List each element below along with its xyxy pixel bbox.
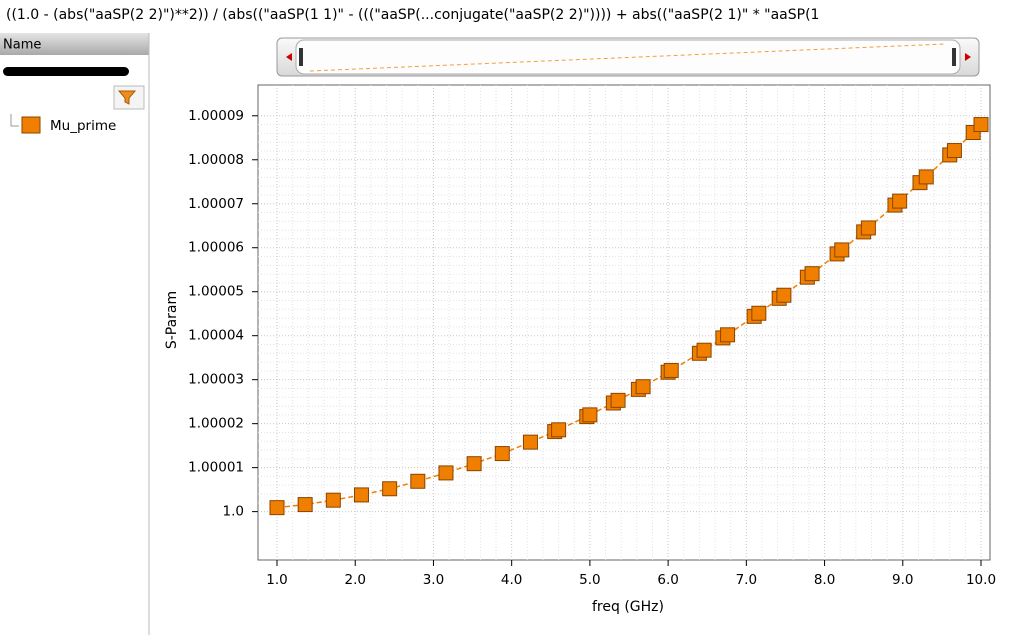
column-header[interactable]	[0, 33, 149, 55]
y-tick-label: 1.00009	[188, 108, 244, 124]
x-tick-label: 7.0	[736, 572, 757, 588]
y-tick-label: 1.00002	[188, 416, 244, 432]
data-marker	[973, 117, 989, 133]
y-tick-label: 1.0	[223, 504, 244, 520]
data-marker	[860, 220, 876, 236]
x-tick-label: 6.0	[657, 572, 678, 588]
legend-label: Mu_prime	[50, 118, 116, 134]
x-tick-label: 1.0	[266, 572, 287, 588]
data-marker	[382, 481, 398, 497]
data-marker	[804, 266, 820, 282]
data-marker	[551, 422, 567, 438]
data-marker	[918, 169, 934, 185]
column-header-label: Name	[3, 38, 41, 53]
y-tick-label: 1.00008	[188, 152, 244, 168]
data-marker	[635, 379, 651, 395]
x-tick-label: 8.0	[814, 572, 835, 588]
plot-area	[257, 84, 991, 561]
filter-button[interactable]	[113, 85, 145, 110]
data-marker	[720, 327, 736, 343]
y-tick-label: 1.00001	[188, 460, 244, 476]
x-tick-label: 3.0	[423, 572, 444, 588]
data-marker	[696, 342, 712, 358]
x-tick-label: 4.0	[501, 572, 522, 588]
data-marker	[610, 392, 626, 408]
overview-scrollbar[interactable]	[276, 37, 980, 77]
data-marker	[325, 492, 341, 508]
x-tick-label: 9.0	[892, 572, 913, 588]
data-marker	[522, 434, 538, 450]
data-marker	[297, 497, 313, 513]
expression-title: ((1.0 - (abs("aaSP(2 2)")**2)) / (abs(("…	[6, 7, 819, 23]
tree-connector	[10, 114, 19, 127]
y-axis-label: S-Param	[164, 291, 180, 349]
legend-swatch	[21, 116, 41, 134]
x-tick-label: 2.0	[344, 572, 365, 588]
x-axis-label: freq (GHz)	[592, 599, 664, 615]
redacted-bar	[3, 67, 129, 76]
y-tick-label: 1.00005	[188, 284, 244, 300]
data-marker	[582, 407, 598, 423]
y-tick-label: 1.00007	[188, 196, 244, 212]
data-marker	[663, 362, 679, 378]
y-tick-label: 1.00004	[188, 328, 244, 344]
y-tick-label: 1.00003	[188, 372, 244, 388]
data-marker	[269, 500, 285, 516]
data-marker	[834, 242, 850, 258]
data-marker	[946, 143, 962, 159]
data-marker	[466, 456, 482, 472]
data-marker	[353, 487, 369, 503]
data-marker	[892, 193, 908, 209]
y-tick-label: 1.00006	[188, 240, 244, 256]
x-tick-label: 5.0	[579, 572, 600, 588]
data-marker	[776, 287, 792, 303]
data-marker	[438, 465, 454, 481]
data-marker	[410, 473, 426, 489]
x-tick-label: 10.0	[966, 572, 996, 588]
data-marker	[494, 446, 510, 462]
data-marker	[751, 305, 767, 321]
